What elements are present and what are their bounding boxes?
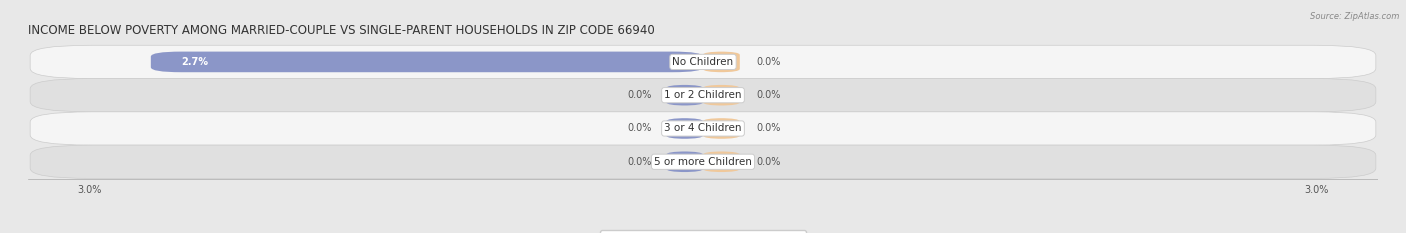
FancyBboxPatch shape xyxy=(703,51,740,72)
Text: 0.0%: 0.0% xyxy=(756,90,780,100)
FancyBboxPatch shape xyxy=(666,118,703,139)
Text: No Children: No Children xyxy=(672,57,734,67)
Text: 0.0%: 0.0% xyxy=(756,57,780,67)
FancyBboxPatch shape xyxy=(703,118,740,139)
FancyBboxPatch shape xyxy=(150,51,703,72)
Text: 5 or more Children: 5 or more Children xyxy=(654,157,752,167)
FancyBboxPatch shape xyxy=(703,151,740,172)
Text: 0.0%: 0.0% xyxy=(627,123,652,134)
FancyBboxPatch shape xyxy=(666,151,703,172)
Text: Source: ZipAtlas.com: Source: ZipAtlas.com xyxy=(1309,12,1399,21)
Text: 0.0%: 0.0% xyxy=(627,90,652,100)
Legend: Married Couples, Single Parents: Married Couples, Single Parents xyxy=(600,230,806,233)
Text: 0.0%: 0.0% xyxy=(627,157,652,167)
Text: 1 or 2 Children: 1 or 2 Children xyxy=(664,90,742,100)
FancyBboxPatch shape xyxy=(666,85,703,106)
FancyBboxPatch shape xyxy=(30,79,1376,112)
Text: 2.7%: 2.7% xyxy=(181,57,208,67)
FancyBboxPatch shape xyxy=(30,112,1376,145)
Text: INCOME BELOW POVERTY AMONG MARRIED-COUPLE VS SINGLE-PARENT HOUSEHOLDS IN ZIP COD: INCOME BELOW POVERTY AMONG MARRIED-COUPL… xyxy=(28,24,655,37)
Text: 3 or 4 Children: 3 or 4 Children xyxy=(664,123,742,134)
FancyBboxPatch shape xyxy=(30,45,1376,79)
Text: 0.0%: 0.0% xyxy=(756,157,780,167)
FancyBboxPatch shape xyxy=(30,145,1376,178)
Text: 0.0%: 0.0% xyxy=(756,123,780,134)
FancyBboxPatch shape xyxy=(703,85,740,106)
